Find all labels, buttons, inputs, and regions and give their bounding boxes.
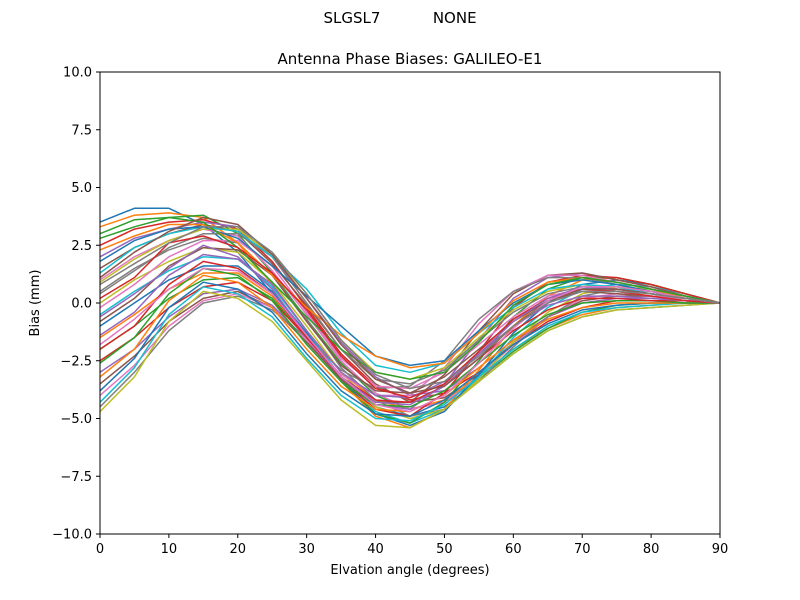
series-line-6	[99, 228, 721, 411]
suptitle-station: SLGSL7	[323, 9, 381, 27]
x-tick-label: 60	[505, 542, 522, 557]
x-tick-label: 80	[643, 542, 660, 557]
x-tick-label: 40	[367, 542, 384, 557]
series-line-20	[99, 281, 720, 417]
series-line-37	[99, 226, 721, 390]
y-tick-label: 10.0	[63, 66, 92, 81]
y-tick-label: −7.5	[60, 470, 92, 485]
series-layer	[99, 207, 721, 429]
series-line-19	[99, 286, 720, 422]
x-tick-label: 20	[230, 542, 247, 557]
x-tick-label: 10	[161, 542, 178, 557]
y-tick-label: −10.0	[52, 528, 92, 543]
series-line-36	[99, 267, 721, 413]
x-tick-label: 50	[436, 542, 453, 557]
y-tick-label: −2.5	[60, 354, 92, 369]
y-tick-label: 2.5	[71, 239, 92, 254]
y-axis-label: Bias (mm)	[28, 270, 43, 337]
series-line-7	[99, 237, 721, 417]
y-tick-label: −5.0	[60, 412, 92, 427]
series-line-35	[99, 216, 721, 394]
x-tick-label: 70	[574, 542, 591, 557]
series-line-32	[99, 216, 721, 380]
tick-layer: 0 10 20 30 40 50 60 70 80 90 −10.0 −7.5 −5.0 −2.5 0.0 2…	[52, 66, 728, 558]
y-tick-label: 0.0	[71, 297, 92, 312]
y-tick-label: 7.5	[71, 123, 92, 138]
x-axis-label: Elvation angle (degrees)	[330, 563, 489, 578]
x-tick-label: 90	[712, 542, 729, 557]
y-tick-label: 5.0	[71, 181, 92, 196]
chart-title: Antenna Phase Biases: GALILEO-E1	[278, 50, 543, 68]
series-line-18	[99, 290, 721, 429]
plot-frame	[99, 71, 721, 535]
figure-suptitle: SLGSL7 NONE	[0, 9, 800, 27]
suptitle-radome: NONE	[432, 9, 477, 27]
series-line-23	[99, 260, 721, 404]
x-tick-label: 0	[96, 542, 104, 557]
series-line-26	[99, 239, 721, 390]
x-tick-label: 30	[298, 542, 315, 557]
